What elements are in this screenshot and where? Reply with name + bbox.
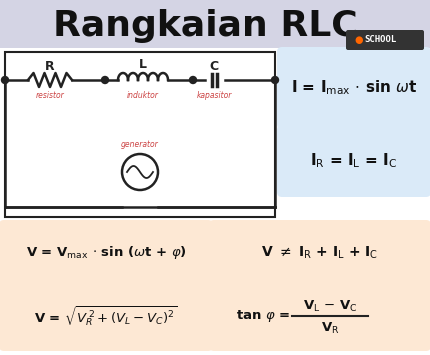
- Text: R: R: [45, 60, 55, 72]
- FancyBboxPatch shape: [5, 52, 275, 217]
- Circle shape: [101, 76, 108, 83]
- Text: ●: ●: [354, 35, 362, 45]
- FancyBboxPatch shape: [209, 220, 430, 285]
- FancyBboxPatch shape: [209, 281, 430, 351]
- FancyBboxPatch shape: [277, 125, 430, 197]
- Text: resistor: resistor: [36, 91, 64, 100]
- FancyBboxPatch shape: [0, 0, 430, 48]
- Text: L: L: [139, 58, 147, 71]
- Circle shape: [190, 76, 197, 83]
- Text: generator: generator: [121, 140, 159, 149]
- FancyBboxPatch shape: [0, 48, 430, 355]
- Text: Rangkaian RLC: Rangkaian RLC: [53, 9, 357, 43]
- Circle shape: [271, 76, 279, 83]
- Text: V$_{\mathrm{R}}$: V$_{\mathrm{R}}$: [321, 321, 339, 335]
- Text: V $\neq$ I$_{\mathrm{R}}$ + I$_{\mathrm{L}}$ + I$_{\mathrm{C}}$: V $\neq$ I$_{\mathrm{R}}$ + I$_{\mathrm{…: [261, 244, 378, 261]
- FancyBboxPatch shape: [0, 220, 213, 285]
- Text: V = V$_{\mathrm{max}}$ $\cdot$ sin ($\omega$t + $\varphi$): V = V$_{\mathrm{max}}$ $\cdot$ sin ($\om…: [25, 244, 187, 261]
- Text: SCHOOL: SCHOOL: [364, 36, 396, 44]
- Text: V$_{\mathrm{L}}$ $-$ V$_{\mathrm{C}}$: V$_{\mathrm{L}}$ $-$ V$_{\mathrm{C}}$: [303, 299, 357, 313]
- Text: tan $\varphi$ =: tan $\varphi$ =: [236, 308, 290, 324]
- FancyBboxPatch shape: [346, 30, 424, 50]
- FancyBboxPatch shape: [0, 281, 213, 351]
- Text: kapasitor: kapasitor: [197, 91, 232, 100]
- FancyBboxPatch shape: [277, 47, 430, 129]
- Text: I = I$_{\mathrm{max}}$ $\cdot$ sin $\omega$t: I = I$_{\mathrm{max}}$ $\cdot$ sin $\ome…: [291, 79, 417, 97]
- Text: C: C: [209, 60, 218, 72]
- Circle shape: [1, 76, 9, 83]
- Text: induktor: induktor: [127, 91, 159, 100]
- Text: I$_{\mathrm{R}}$ = I$_{\mathrm{L}}$ = I$_{\mathrm{C}}$: I$_{\mathrm{R}}$ = I$_{\mathrm{L}}$ = I$…: [310, 152, 398, 170]
- Text: V = $\sqrt{V_R^{\,2} + (V_L - V_C)^2}$: V = $\sqrt{V_R^{\,2} + (V_L - V_C)^2}$: [34, 304, 178, 328]
